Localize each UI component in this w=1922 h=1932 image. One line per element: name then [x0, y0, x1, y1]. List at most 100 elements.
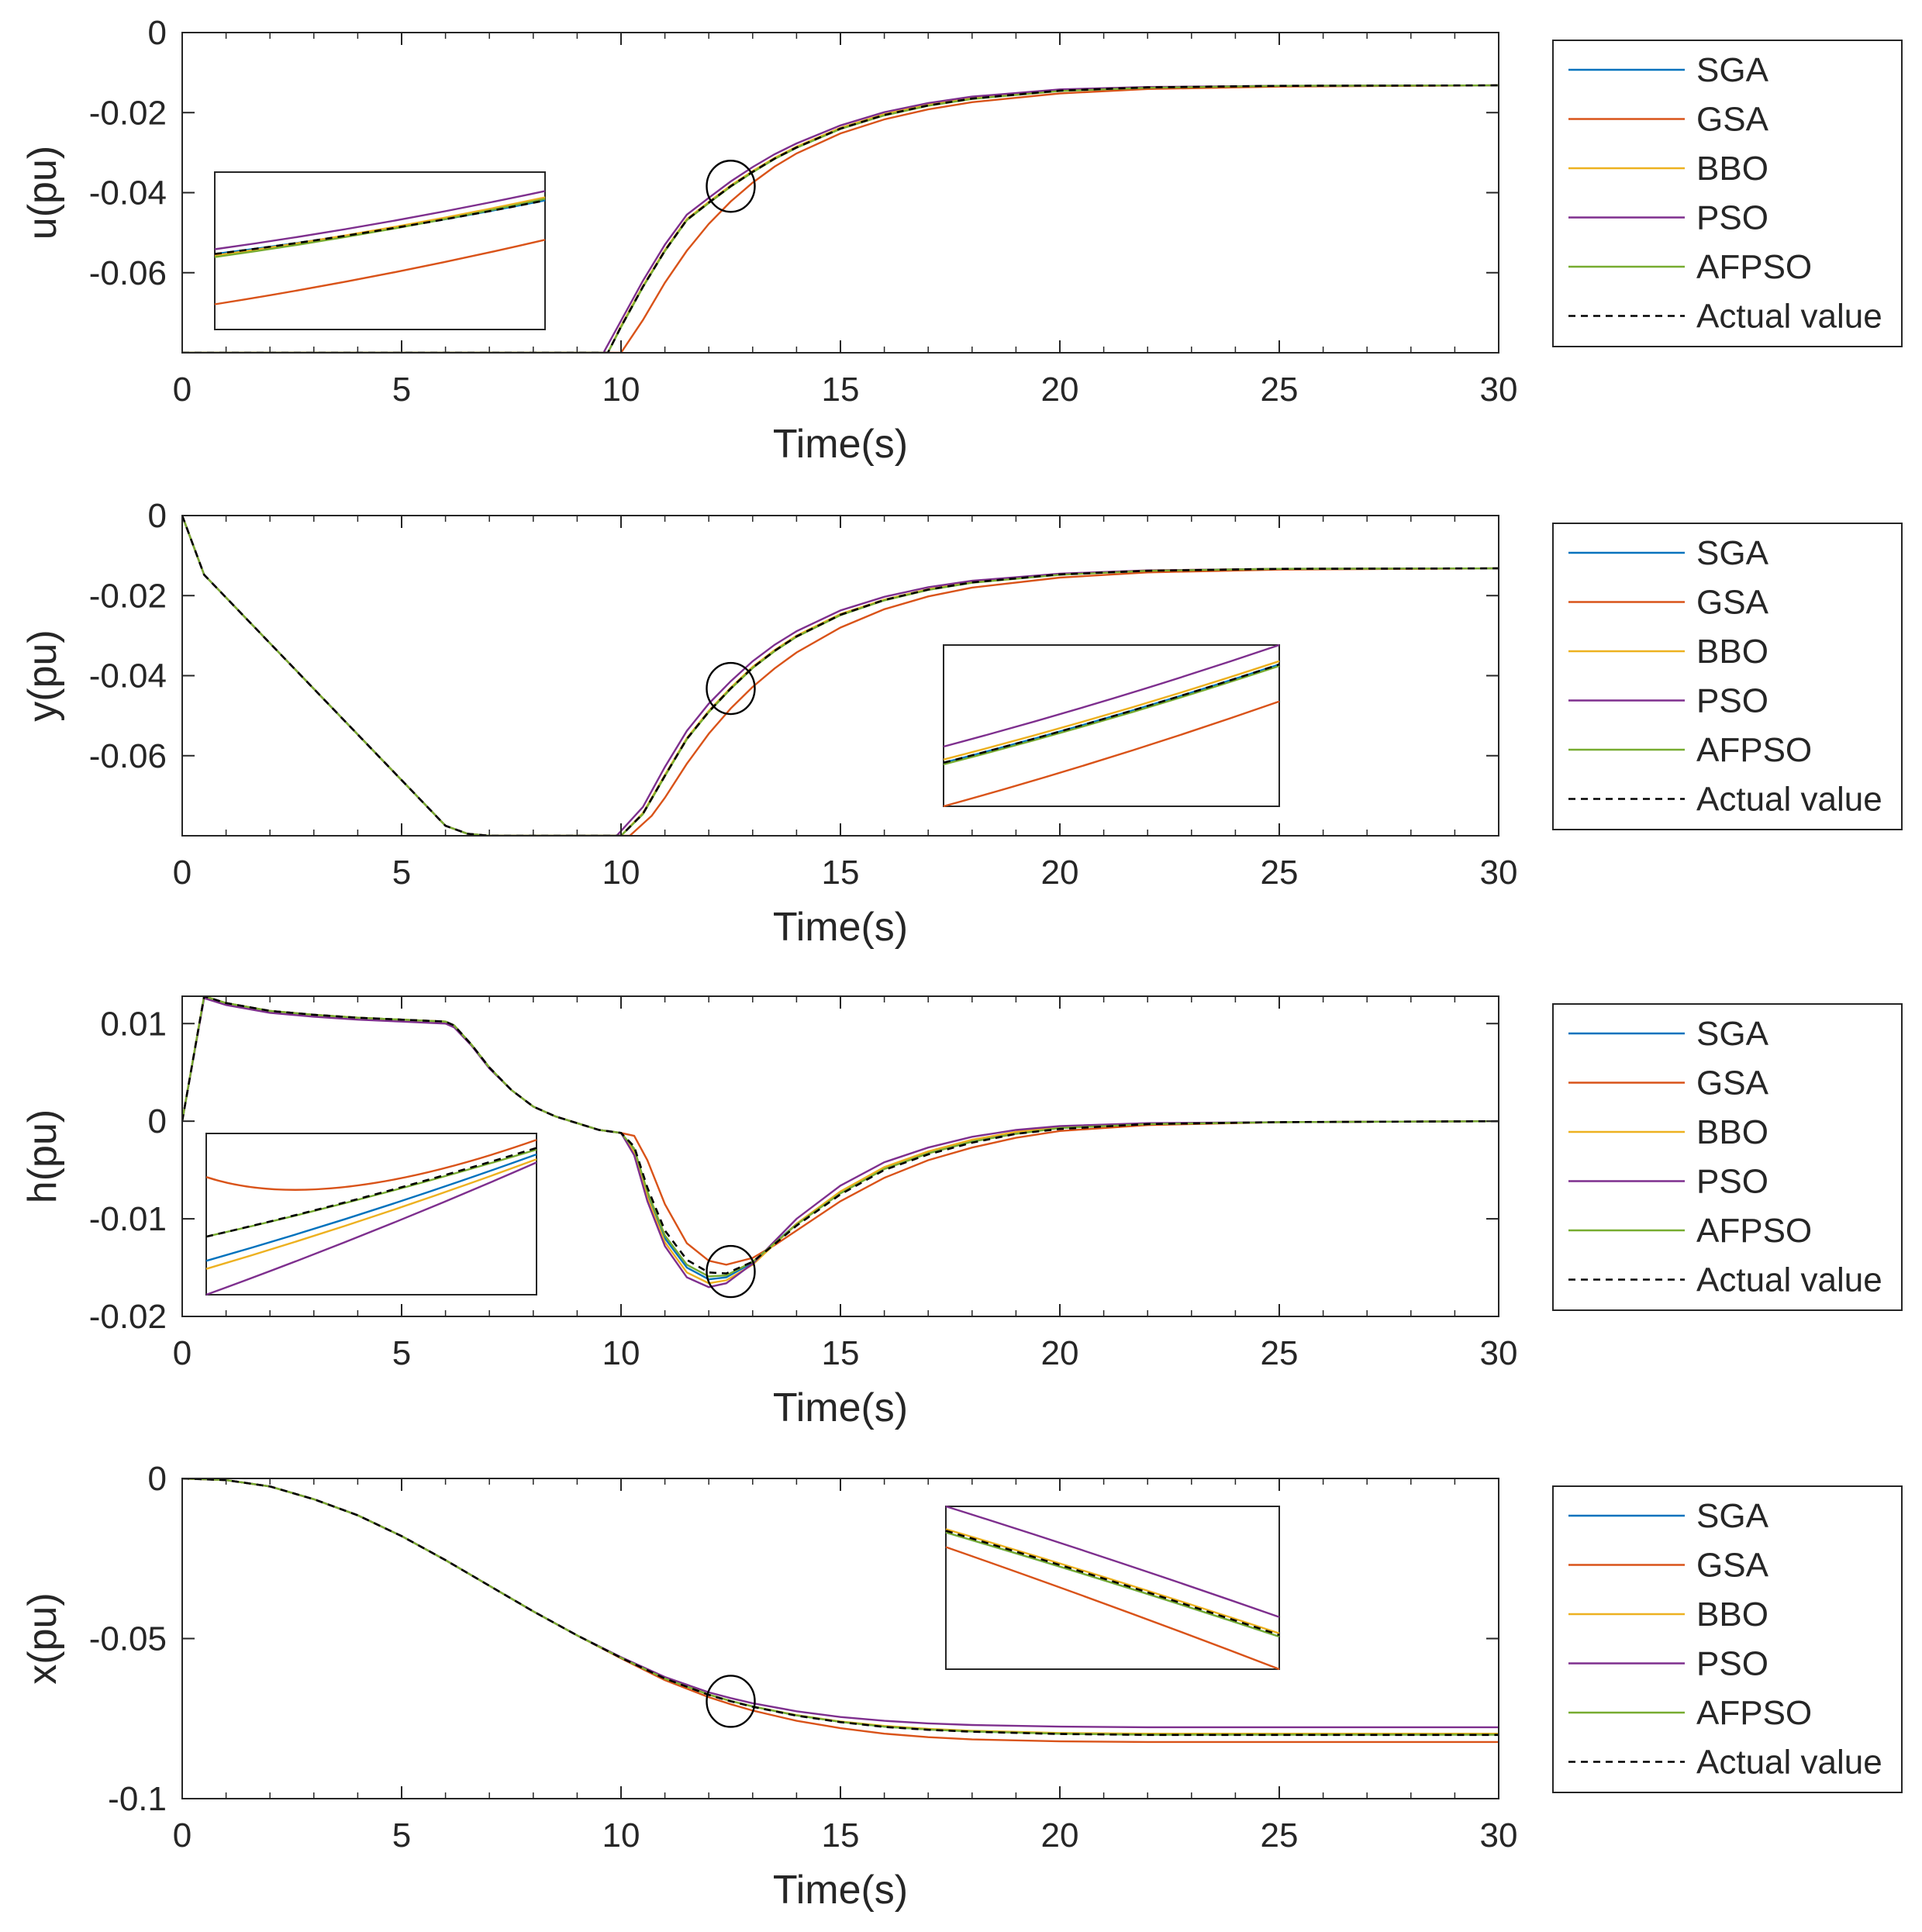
series-line-actual-value	[182, 84, 1499, 353]
zoom-inset	[214, 171, 546, 330]
series-line-afpso	[182, 516, 1499, 836]
inset-line-pso	[945, 1505, 1280, 1618]
x-axis-label: Time(s)	[773, 905, 908, 950]
series-group	[182, 996, 1499, 1289]
y-tick-label: -0.01	[89, 1200, 167, 1238]
y-tick-label: 0	[148, 1460, 167, 1498]
y-tick-label: -0.06	[89, 737, 167, 775]
x-tick-label: 5	[392, 1816, 411, 1854]
legend-label: GSA	[1696, 1547, 1769, 1585]
series-line-actual-value	[182, 1478, 1499, 1737]
x-tick-label: 30	[1480, 1334, 1518, 1372]
y-tick-label: -0.05	[89, 1620, 167, 1658]
x-tick-label: 25	[1261, 1334, 1299, 1372]
legend-label: Actual value	[1696, 1744, 1882, 1782]
inset-line-pso	[943, 643, 1280, 748]
legend-label: GSA	[1696, 1064, 1769, 1102]
series-line-pso	[182, 84, 1499, 353]
chart-panel-hpu: 0 5 10 15 20 25 30 0.01 0 -0.01 -0.02 Time(s) h(pu) S…	[20, 995, 1903, 1430]
y-axis-label: y(pu)	[20, 630, 65, 721]
legend-label: AFPSO	[1696, 1212, 1812, 1250]
legend-label: AFPSO	[1696, 248, 1812, 286]
legend-label: Actual value	[1696, 1261, 1882, 1299]
chart-panel-xpu: 0 5 10 15 20 25 30 0 -0.05 -0.1 Time(s) x(pu) SGA GSA…	[20, 1460, 1903, 1913]
x-tick-label: 30	[1480, 854, 1518, 892]
inset-line-gsa	[205, 1139, 537, 1191]
legend-label: SGA	[1696, 51, 1769, 89]
chart-panel-ypu: 0 5 10 15 20 25 30 0 -0.02 -0.04 -0.06 Time(s) y(pu)…	[20, 497, 1903, 950]
legend-label: Actual value	[1696, 781, 1882, 819]
legend-label: AFPSO	[1696, 731, 1812, 769]
series-line-pso	[182, 996, 1499, 1289]
inset-line-bbo	[205, 1158, 537, 1270]
legend-label: GSA	[1696, 101, 1769, 139]
x-axis-label: Time(s)	[773, 1385, 908, 1430]
inset-line-gsa	[945, 1546, 1280, 1671]
legend: SGA GSA BBO PSO AFPSO Actual value	[1552, 1485, 1903, 1793]
y-tick-label: -0.02	[89, 577, 167, 615]
y-tick-label: -0.02	[89, 94, 167, 132]
inset-line-afpso	[943, 664, 1280, 766]
chart-panel-upu: 0 5 10 15 20 25 30 0 -0.02 -0.04 -0.06 Time(s) u(pu)…	[20, 14, 1903, 467]
inset-line-pso	[214, 190, 546, 250]
x-tick-label: 20	[1041, 1334, 1079, 1372]
series-line-pso	[182, 1478, 1499, 1729]
y-tick-label: 0	[148, 497, 167, 535]
legend-label: SGA	[1696, 534, 1769, 572]
x-tick-label: 0	[173, 1816, 192, 1854]
legend: SGA GSA BBO PSO AFPSO Actual value	[1552, 40, 1903, 347]
zoom-inset	[943, 643, 1280, 808]
legend: SGA GSA BBO PSO AFPSO Actual value	[1552, 523, 1903, 830]
x-tick-label: 25	[1261, 371, 1299, 409]
x-tick-label: 10	[602, 854, 640, 892]
legend-label: PSO	[1696, 1645, 1768, 1683]
x-tick-label: 15	[822, 854, 860, 892]
y-tick-label: -0.06	[89, 254, 167, 292]
y-axis-label: u(pu)	[20, 146, 65, 240]
series-line-actual-value	[182, 516, 1499, 836]
legend-label: SGA	[1696, 1497, 1769, 1535]
y-tick-label: -0.04	[89, 174, 167, 212]
x-tick-label: 30	[1480, 1816, 1518, 1854]
legend-label: BBO	[1696, 1596, 1768, 1634]
x-tick-label: 5	[392, 854, 411, 892]
y-tick-label: -0.04	[89, 657, 167, 695]
legend-label: GSA	[1696, 584, 1769, 622]
inset-line-gsa	[943, 700, 1280, 808]
series-line-bbo	[182, 1478, 1499, 1735]
series-line-bbo	[182, 516, 1499, 836]
inset-line-actual-value	[943, 663, 1280, 764]
zoom-inset	[205, 1133, 537, 1296]
x-tick-label: 20	[1041, 854, 1079, 892]
x-tick-label: 20	[1041, 371, 1079, 409]
inset-line-actual-value	[214, 199, 546, 255]
zoom-circle	[706, 1675, 756, 1728]
series-line-pso	[182, 516, 1499, 836]
series-line-gsa	[182, 516, 1499, 836]
inset-line-sga	[205, 1153, 537, 1262]
x-tick-label: 15	[822, 371, 860, 409]
legend-label: BBO	[1696, 633, 1768, 671]
series-line-gsa	[182, 84, 1499, 353]
legend: SGA GSA BBO PSO AFPSO Actual value	[1552, 1003, 1903, 1311]
zoom-circle	[706, 661, 756, 716]
x-tick-label: 5	[392, 371, 411, 409]
legend-label: BBO	[1696, 150, 1768, 188]
series-group	[182, 1478, 1499, 1744]
legend-label: PSO	[1696, 682, 1768, 720]
y-axis-label: x(pu)	[20, 1592, 65, 1684]
x-tick-label: 0	[173, 371, 192, 409]
inset-line-bbo	[943, 660, 1280, 761]
zoom-circle	[706, 1244, 756, 1299]
legend-label: SGA	[1696, 1015, 1769, 1053]
legend-label: PSO	[1696, 1163, 1768, 1201]
y-tick-label: 0.01	[100, 1005, 167, 1043]
inset-line-afpso	[945, 1531, 1280, 1638]
axes-box	[181, 515, 1499, 837]
x-axis-label: Time(s)	[773, 422, 908, 467]
series-group	[182, 84, 1499, 353]
legend-label: BBO	[1696, 1113, 1768, 1151]
y-tick-label: -0.1	[108, 1780, 167, 1818]
x-tick-label: 15	[822, 1816, 860, 1854]
